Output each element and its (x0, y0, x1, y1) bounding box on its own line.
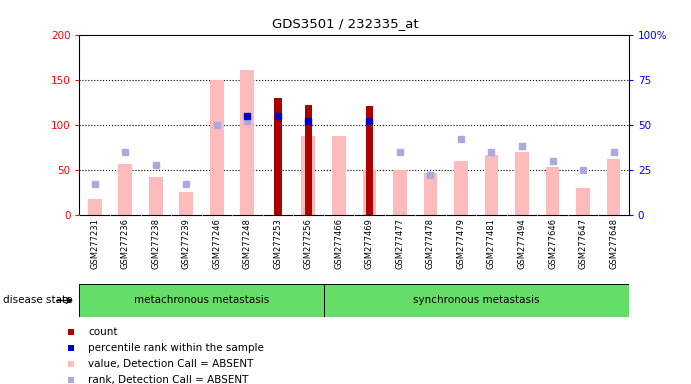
Text: GSM277466: GSM277466 (334, 218, 343, 269)
Text: GDS3501 / 232335_at: GDS3501 / 232335_at (272, 17, 419, 30)
Text: GSM277253: GSM277253 (274, 218, 283, 269)
Bar (274, 98, 282, 215)
Text: synchronous metastasis: synchronous metastasis (413, 295, 540, 306)
Bar (363, 170, 377, 215)
Bar (515, 152, 529, 215)
Bar (88, 199, 102, 215)
Text: GSM277231: GSM277231 (91, 218, 100, 269)
Text: GSM277256: GSM277256 (304, 218, 313, 269)
Bar (484, 155, 498, 215)
Bar (323, 284, 629, 317)
Bar (118, 164, 132, 215)
Text: GSM277646: GSM277646 (548, 218, 557, 269)
Text: GSM277647: GSM277647 (578, 218, 587, 269)
Text: GSM277648: GSM277648 (609, 218, 618, 269)
Text: GSM277238: GSM277238 (151, 218, 160, 269)
Text: value, Detection Call = ABSENT: value, Detection Call = ABSENT (88, 359, 254, 369)
Bar (301, 136, 315, 215)
Bar (79, 284, 323, 317)
Text: rank, Detection Call = ABSENT: rank, Detection Call = ABSENT (88, 374, 249, 384)
Bar (332, 136, 346, 215)
Text: GSM277494: GSM277494 (518, 218, 527, 269)
Text: GSM277236: GSM277236 (121, 218, 130, 269)
Text: GSM277478: GSM277478 (426, 218, 435, 269)
Bar (366, 106, 373, 215)
Text: GSM277481: GSM277481 (487, 218, 496, 269)
Text: GSM277479: GSM277479 (457, 218, 466, 269)
Text: metachronous metastasis: metachronous metastasis (134, 295, 269, 306)
Text: GSM277469: GSM277469 (365, 218, 374, 269)
Text: GSM277239: GSM277239 (182, 218, 191, 269)
Text: GSM277246: GSM277246 (212, 218, 221, 269)
Bar (454, 161, 468, 215)
Bar (393, 170, 407, 215)
Bar (210, 80, 224, 215)
Bar (546, 167, 560, 215)
Bar (180, 192, 193, 215)
Bar (240, 70, 254, 215)
Text: GSM277248: GSM277248 (243, 218, 252, 269)
Bar (607, 159, 621, 215)
Bar (576, 188, 590, 215)
Text: disease state: disease state (3, 295, 73, 305)
Bar (424, 173, 437, 215)
Text: GSM277477: GSM277477 (395, 218, 404, 269)
Text: count: count (88, 327, 117, 337)
Bar (305, 105, 312, 215)
Bar (149, 177, 162, 215)
Text: percentile rank within the sample: percentile rank within the sample (88, 343, 264, 353)
